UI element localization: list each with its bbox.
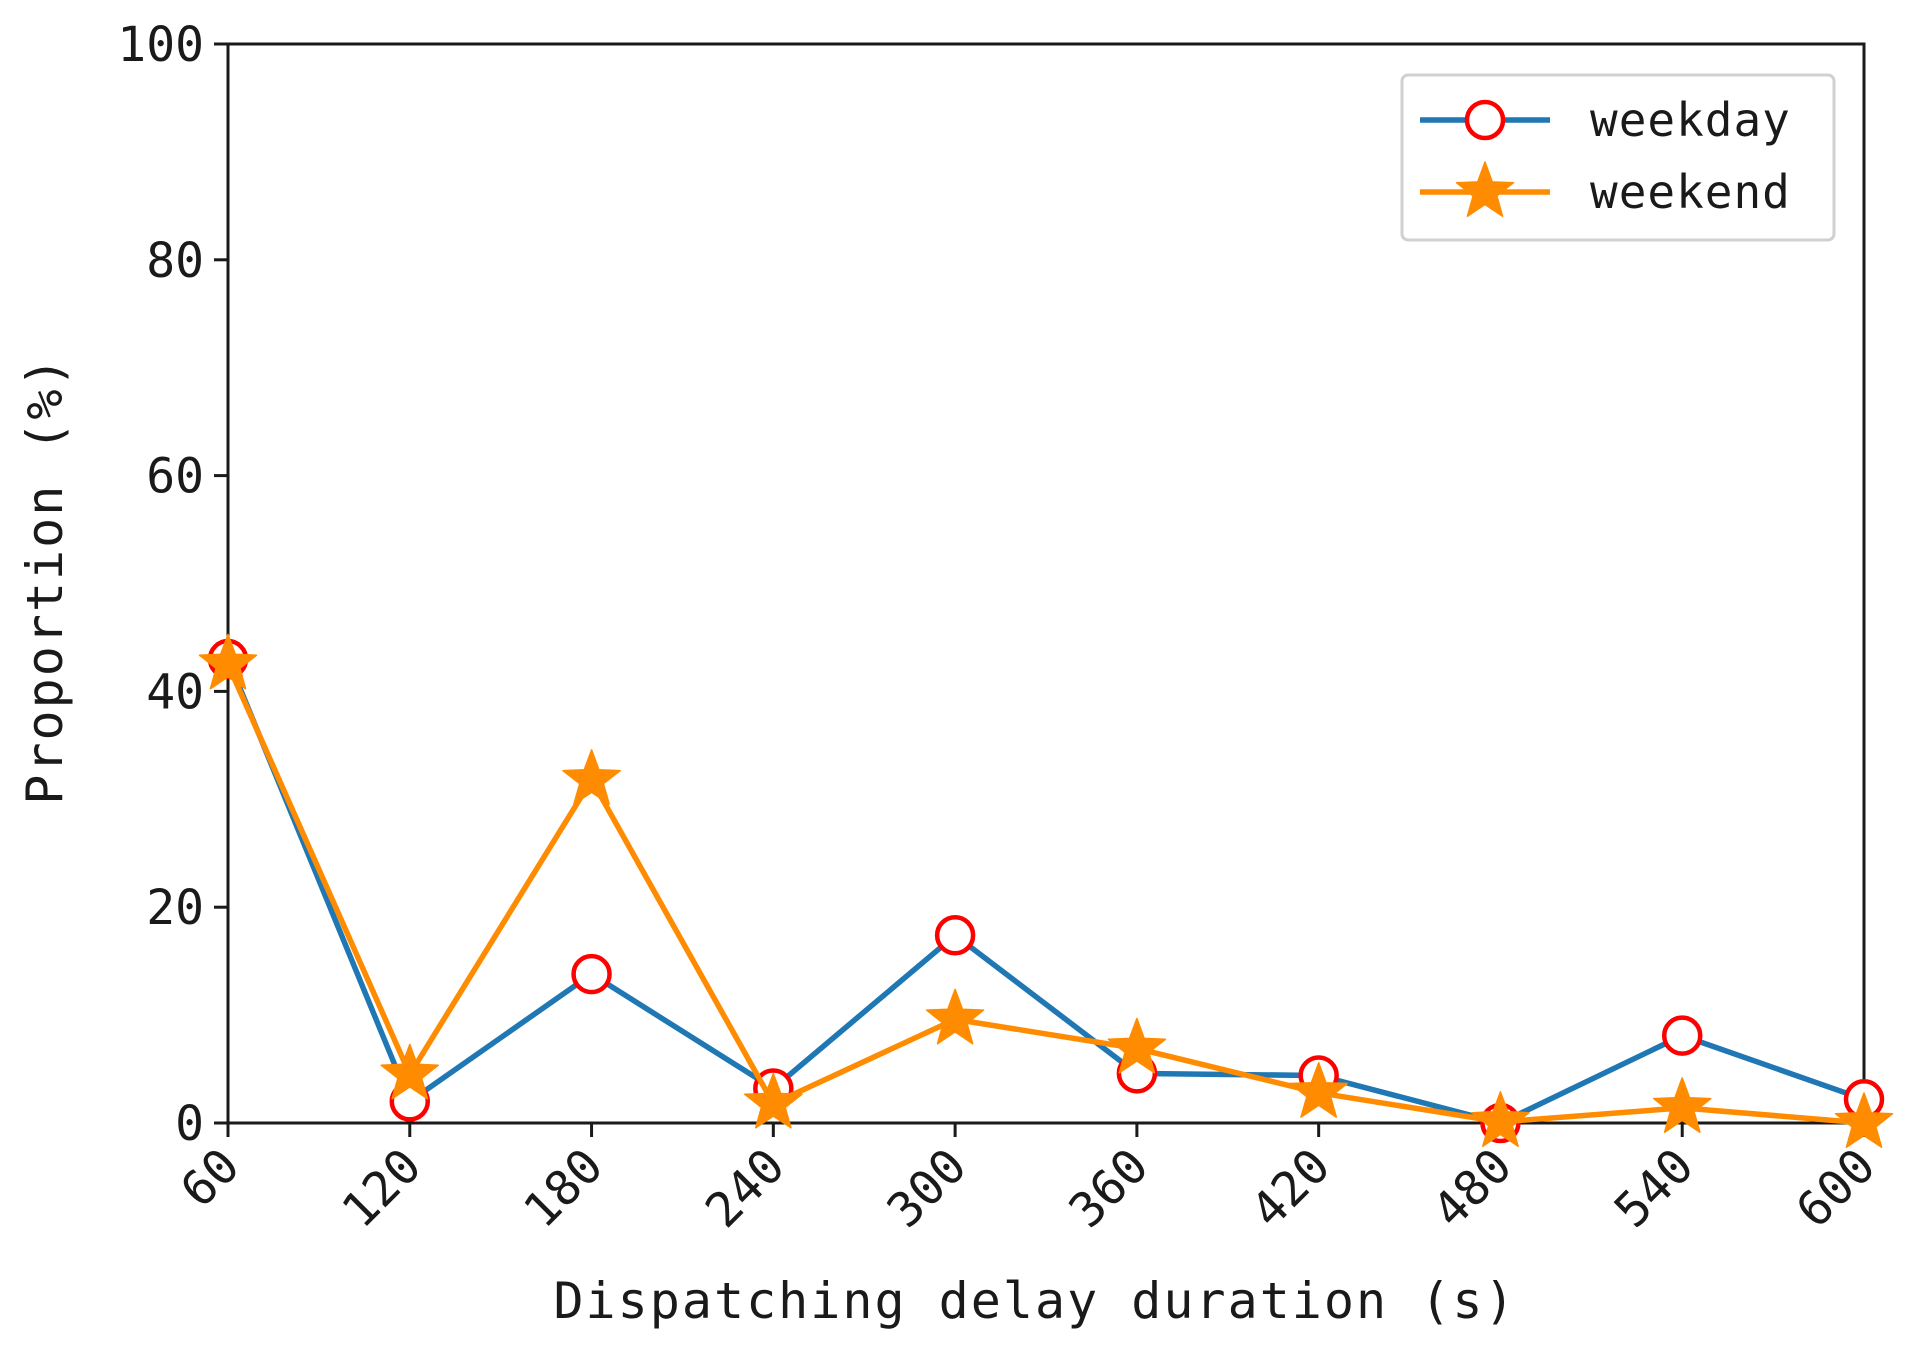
plot-frame (226, 42, 1866, 1125)
weekend-point (744, 1072, 803, 1129)
y-tick-label: 80 (146, 233, 204, 289)
legend-item-weekday: weekday (1420, 93, 1791, 147)
series-weekend (198, 633, 1894, 1149)
legend-label: weekday (1590, 93, 1791, 147)
series-layer (198, 633, 1894, 1149)
y-tick-label: 100 (117, 17, 204, 73)
weekday-point (934, 915, 976, 956)
x-tick-label: 360 (1058, 1138, 1159, 1239)
x-tick-label: 300 (877, 1138, 978, 1239)
weekend-point (925, 988, 985, 1045)
weekday-line (225, 657, 1865, 1126)
x-tick-label: 600 (1786, 1138, 1887, 1239)
legend-item-weekend: weekend (1420, 161, 1791, 219)
legend-box (1400, 73, 1836, 242)
weekend-point (562, 749, 621, 805)
plot-area-border (226, 42, 1866, 1125)
y-tick-label: 20 (146, 880, 204, 936)
weekend-point (1289, 1062, 1348, 1118)
weekend-point (1107, 1017, 1167, 1074)
x-tick-label: 180 (513, 1138, 614, 1239)
weekday-point (571, 953, 612, 995)
weekend-point (1471, 1091, 1530, 1147)
weekend-point (1652, 1077, 1712, 1133)
y-axis-title: Proportion (%) (16, 355, 74, 804)
weekend-line (225, 663, 1865, 1126)
weekend-point (1834, 1092, 1894, 1149)
y-tick-label: 0 (175, 1096, 204, 1152)
x-axis-title: Dispatching delay duration (s) (553, 1272, 1516, 1330)
y-tick-label: 40 (146, 664, 204, 720)
x-tick-label: 480 (1422, 1138, 1523, 1239)
series-weekday (207, 638, 1885, 1144)
legend-star-marker (1455, 161, 1515, 218)
weekend-point (380, 1043, 440, 1100)
y-tick-label: 60 (146, 449, 204, 505)
weekend-point (198, 633, 258, 690)
legend-label: weekend (1590, 165, 1791, 219)
x-tick-label: 540 (1604, 1138, 1705, 1239)
x-tick-label: 120 (331, 1138, 432, 1239)
x-tick-label: 420 (1240, 1138, 1341, 1239)
legend: weekday weekend (1400, 73, 1836, 242)
x-axis-ticks: 60 120 180 240 300 360 420 480 540 600 (170, 1123, 1886, 1239)
weekday-point (1661, 1015, 1703, 1056)
x-tick-label: 240 (695, 1138, 796, 1239)
y-axis-ticks: 0 20 40 60 80 100 (117, 17, 228, 1152)
legend-circle-marker (1464, 99, 1506, 141)
